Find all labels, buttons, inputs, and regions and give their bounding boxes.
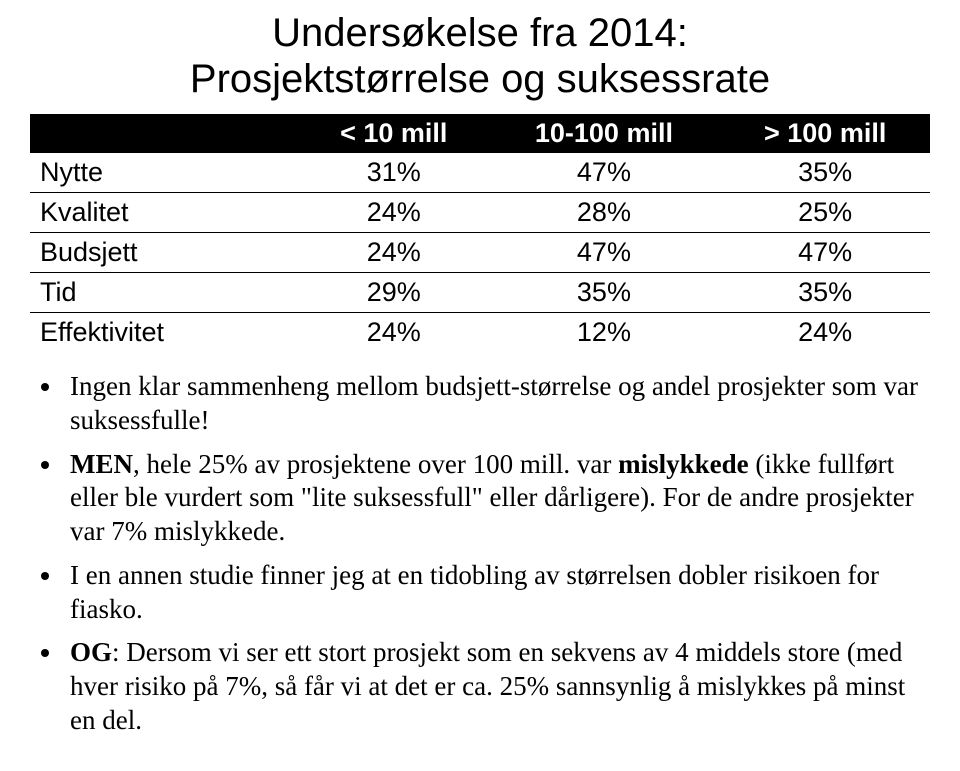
row-label: Tid	[30, 273, 300, 313]
row-label: Nytte	[30, 153, 300, 193]
cell: 31%	[300, 153, 488, 193]
col-header-1: < 10 mill	[300, 114, 488, 153]
cell: 35%	[720, 153, 930, 193]
cell: 24%	[300, 193, 488, 233]
slide-title: Undersøkelse fra 2014: Prosjektstørrelse…	[30, 10, 930, 102]
cell: 24%	[720, 313, 930, 353]
bullet-item: Ingen klar sammenheng mellom budsjett-st…	[64, 370, 930, 438]
table-row: Nytte 31% 47% 35%	[30, 153, 930, 193]
table-row: Budsjett 24% 47% 47%	[30, 233, 930, 273]
bullet-list: Ingen klar sammenheng mellom budsjett-st…	[30, 370, 930, 738]
row-label: Budsjett	[30, 233, 300, 273]
bullet-item: OG: Dersom vi ser ett stort prosjekt som…	[64, 636, 930, 737]
cell: 24%	[300, 313, 488, 353]
bullet-text: , hele 25% av prosjektene over 100 mill.…	[133, 449, 618, 479]
bullet-bold: MEN	[70, 449, 133, 479]
cell: 28%	[488, 193, 721, 233]
bullet-text: I en annen studie finner jeg at en tidob…	[70, 560, 879, 624]
table-header-row: < 10 mill 10-100 mill > 100 mill	[30, 114, 930, 153]
bullet-item: MEN, hele 25% av prosjektene over 100 mi…	[64, 448, 930, 549]
title-line-1: Undersøkelse fra 2014:	[272, 11, 688, 55]
col-header-blank	[30, 114, 300, 153]
cell: 35%	[720, 273, 930, 313]
cell: 35%	[488, 273, 721, 313]
bullet-bold: OG	[70, 637, 112, 667]
table-row: Effektivitet 24% 12% 24%	[30, 313, 930, 353]
table-row: Kvalitet 24% 28% 25%	[30, 193, 930, 233]
row-label: Kvalitet	[30, 193, 300, 233]
bullet-text: : Dersom vi ser ett stort prosjekt som e…	[70, 637, 905, 735]
cell: 47%	[488, 233, 721, 273]
cell: 29%	[300, 273, 488, 313]
title-line-2: Prosjektstørrelse og suksessrate	[190, 57, 770, 101]
data-table: < 10 mill 10-100 mill > 100 mill Nytte 3…	[30, 114, 930, 352]
col-header-2: 10-100 mill	[488, 114, 721, 153]
bullet-text: Ingen klar sammenheng mellom budsjett-st…	[70, 371, 918, 435]
cell: 12%	[488, 313, 721, 353]
cell: 47%	[488, 153, 721, 193]
bullet-item: I en annen studie finner jeg at en tidob…	[64, 559, 930, 627]
row-label: Effektivitet	[30, 313, 300, 353]
cell: 25%	[720, 193, 930, 233]
slide: Undersøkelse fra 2014: Prosjektstørrelse…	[0, 0, 960, 758]
cell: 24%	[300, 233, 488, 273]
bullet-bold: mislykkede	[618, 449, 749, 479]
table-row: Tid 29% 35% 35%	[30, 273, 930, 313]
cell: 47%	[720, 233, 930, 273]
col-header-3: > 100 mill	[720, 114, 930, 153]
